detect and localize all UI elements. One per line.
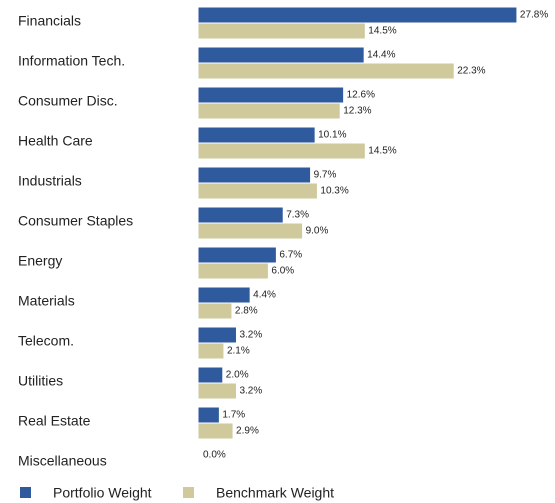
value-label: 14.5%: [368, 146, 396, 157]
category-label: Utilities: [18, 373, 63, 389]
bar: [198, 423, 233, 439]
legend-label: Portfolio Weight: [53, 485, 152, 501]
value-label: 6.0%: [271, 266, 294, 277]
bar: [198, 63, 454, 79]
value-label: 12.6%: [347, 90, 375, 101]
bar: [198, 303, 232, 319]
legend-swatch: [20, 487, 31, 498]
category-label: Energy: [18, 253, 62, 269]
category-label: Materials: [18, 293, 75, 309]
bar: [198, 247, 276, 263]
bar: [198, 87, 344, 103]
value-label: 3.2%: [239, 330, 262, 341]
value-label: 6.7%: [279, 250, 302, 261]
value-label: 22.3%: [457, 66, 485, 77]
value-label: 7.3%: [286, 210, 309, 221]
value-label: 10.1%: [318, 130, 346, 141]
bar: [198, 127, 315, 143]
value-label: 2.0%: [226, 370, 249, 381]
bar: [198, 7, 517, 23]
value-label: 2.9%: [236, 426, 259, 437]
value-label: 14.5%: [368, 26, 396, 37]
bar: [198, 183, 317, 199]
bar: [198, 103, 340, 119]
category-label: Financials: [18, 13, 81, 29]
bar: [198, 23, 365, 39]
category-label: Telecom.: [18, 333, 74, 349]
bar: [198, 327, 236, 343]
bar: [198, 343, 224, 359]
value-label: 1.7%: [222, 410, 245, 421]
value-label: 4.4%: [253, 290, 276, 301]
category-label: Miscellaneous: [18, 453, 107, 469]
category-label: Information Tech.: [18, 53, 125, 69]
value-label: 3.2%: [239, 386, 262, 397]
value-label: 10.3%: [320, 186, 348, 197]
bar: [198, 263, 268, 279]
value-label: 14.4%: [367, 50, 395, 61]
value-label: 9.7%: [314, 170, 337, 181]
category-label: Industrials: [18, 173, 82, 189]
category-label: Real Estate: [18, 413, 91, 429]
value-label: 0.0%: [203, 450, 226, 461]
category-label: Consumer Disc.: [18, 93, 118, 109]
bar: [198, 143, 365, 159]
value-label: 2.1%: [227, 346, 250, 357]
bar: [198, 207, 283, 223]
bar: [198, 367, 223, 383]
legend-label: Benchmark Weight: [216, 485, 334, 501]
bar: [198, 383, 236, 399]
bar: [198, 407, 219, 423]
bar: [198, 167, 311, 183]
category-label: Consumer Staples: [18, 213, 133, 229]
bar: [198, 223, 303, 239]
value-label: 2.8%: [235, 306, 258, 317]
bar: [198, 47, 364, 63]
legend-swatch: [183, 487, 194, 498]
category-label: Health Care: [18, 133, 93, 149]
value-label: 9.0%: [306, 226, 329, 237]
bar: [198, 287, 250, 303]
value-label: 27.8%: [520, 10, 548, 21]
value-label: 12.3%: [343, 106, 371, 117]
